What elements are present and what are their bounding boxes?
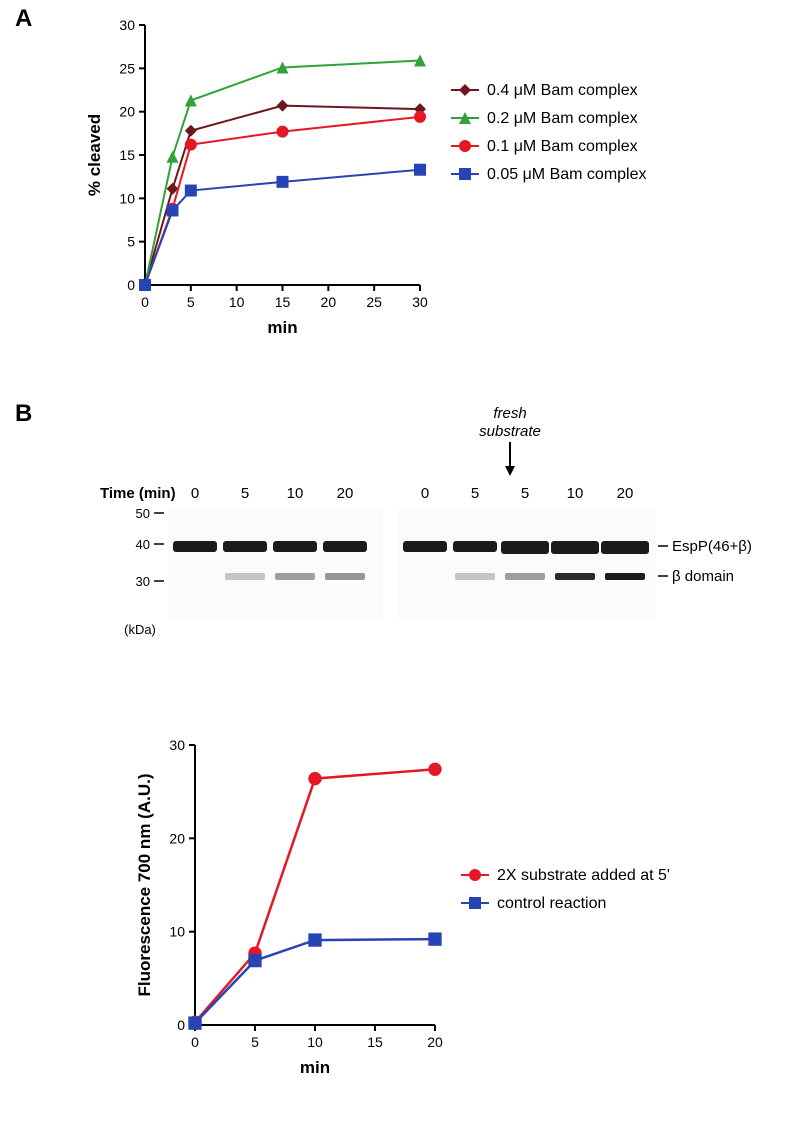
svg-text:10: 10 [287,485,304,502]
svg-text:0.2 μM Bam complex: 0.2 μM Bam complex [487,110,638,127]
svg-text:5: 5 [241,485,249,502]
svg-text:fresh: fresh [493,405,526,422]
svg-text:min: min [267,318,297,337]
panel-a-label: A [15,5,32,33]
svg-text:5: 5 [127,234,135,250]
svg-text:EspP(46+β): EspP(46+β) [672,538,752,555]
svg-text:20: 20 [617,485,634,502]
svg-text:control reaction: control reaction [497,895,606,912]
svg-text:25: 25 [119,60,135,76]
svg-text:10: 10 [119,190,135,206]
svg-text:0.4 μM Bam complex: 0.4 μM Bam complex [487,82,638,99]
svg-text:2X substrate added at 5': 2X substrate added at 5' [497,867,670,884]
svg-text:0.05 μM Bam complex: 0.05 μM Bam complex [487,166,647,183]
svg-text:0: 0 [141,294,149,310]
svg-text:20: 20 [427,1034,443,1050]
svg-text:10: 10 [229,294,245,310]
svg-text:β domain: β domain [672,568,734,585]
svg-text:substrate: substrate [479,423,541,440]
svg-text:20: 20 [321,294,337,310]
svg-text:0.1 μM Bam complex: 0.1 μM Bam complex [487,138,638,155]
svg-text:10: 10 [307,1034,323,1050]
svg-text:15: 15 [275,294,291,310]
svg-text:20: 20 [337,485,354,502]
panel-b-label: B [15,400,32,428]
svg-text:5: 5 [251,1034,259,1050]
svg-text:10: 10 [567,485,584,502]
svg-text:(kDa): (kDa) [124,622,156,637]
svg-text:15: 15 [119,147,135,163]
svg-text:5: 5 [471,485,479,502]
svg-text:15: 15 [367,1034,383,1050]
svg-text:20: 20 [119,104,135,120]
svg-text:Fluorescence 700 nm (A.U.): Fluorescence 700 nm (A.U.) [135,774,154,997]
svg-text:30: 30 [169,737,185,753]
svg-text:5: 5 [521,485,529,502]
svg-text:30: 30 [136,574,150,589]
svg-text:40: 40 [136,537,150,552]
svg-text:Time (min): Time (min) [100,485,176,502]
panel-a-chart: 0 5 10 15 20 25 30 0 5 10 15 20 25 30 min % cleaved 0.4 … [70,10,740,350]
svg-text:0: 0 [177,1017,185,1033]
svg-text:0: 0 [127,277,135,293]
panel-b-gel: freshsubstrate Time (min) 0 5 10 20 0 5 5 10 20 50 4… [40,400,760,660]
svg-text:20: 20 [169,830,185,846]
svg-text:30: 30 [119,17,135,33]
svg-text:0: 0 [191,1034,199,1050]
svg-text:0: 0 [421,485,429,502]
svg-text:30: 30 [412,294,428,310]
svg-text:50: 50 [136,506,150,521]
svg-text:5: 5 [187,294,195,310]
panel-b-chart: 0 5 10 15 20 0 10 20 30 min Fluorescence 700 nm (A… [120,730,730,1100]
svg-text:0: 0 [191,485,199,502]
svg-text:min: min [300,1058,330,1077]
svg-text:% cleaved: % cleaved [85,114,104,196]
svg-text:10: 10 [169,924,185,940]
svg-text:25: 25 [366,294,382,310]
